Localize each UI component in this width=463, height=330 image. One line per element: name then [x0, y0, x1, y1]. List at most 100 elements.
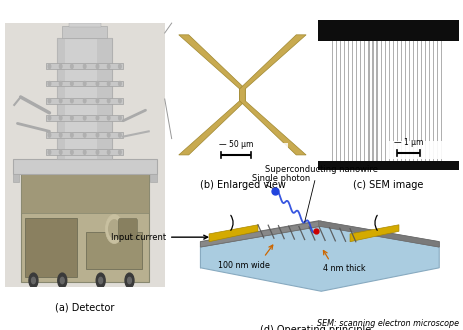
Circle shape	[107, 99, 110, 103]
Circle shape	[48, 64, 50, 69]
FancyBboxPatch shape	[317, 20, 458, 41]
FancyBboxPatch shape	[46, 63, 123, 69]
Circle shape	[96, 116, 99, 120]
Circle shape	[125, 273, 134, 288]
Polygon shape	[200, 221, 320, 247]
Circle shape	[96, 133, 99, 137]
FancyBboxPatch shape	[69, 23, 100, 27]
FancyBboxPatch shape	[360, 41, 361, 161]
Text: Single photon: Single photon	[252, 174, 310, 183]
Circle shape	[70, 99, 73, 103]
FancyBboxPatch shape	[5, 23, 164, 287]
Text: Superconducting nanowire: Superconducting nanowire	[264, 165, 377, 174]
FancyBboxPatch shape	[335, 41, 337, 161]
Circle shape	[59, 116, 62, 120]
Text: (d) Operating principle: (d) Operating principle	[259, 325, 370, 330]
FancyBboxPatch shape	[356, 41, 357, 161]
Circle shape	[96, 82, 99, 86]
Circle shape	[59, 150, 62, 154]
FancyBboxPatch shape	[347, 41, 349, 161]
Polygon shape	[209, 225, 257, 242]
Circle shape	[107, 150, 110, 154]
Circle shape	[107, 133, 110, 137]
FancyBboxPatch shape	[428, 41, 429, 161]
FancyBboxPatch shape	[440, 41, 441, 161]
FancyBboxPatch shape	[404, 41, 405, 161]
FancyBboxPatch shape	[388, 41, 389, 161]
Circle shape	[127, 277, 131, 284]
FancyBboxPatch shape	[57, 38, 112, 159]
Circle shape	[105, 214, 123, 244]
Polygon shape	[200, 226, 438, 291]
Circle shape	[108, 220, 119, 238]
Polygon shape	[200, 221, 438, 247]
Circle shape	[96, 273, 105, 288]
Circle shape	[83, 116, 86, 120]
Circle shape	[107, 82, 110, 86]
Text: (c) SEM image: (c) SEM image	[353, 181, 423, 190]
Circle shape	[59, 99, 62, 103]
Circle shape	[119, 150, 121, 154]
Circle shape	[119, 82, 121, 86]
Circle shape	[70, 133, 73, 137]
FancyBboxPatch shape	[400, 41, 401, 161]
Polygon shape	[178, 35, 245, 155]
Text: 100 nm wide: 100 nm wide	[217, 261, 269, 270]
Circle shape	[48, 150, 50, 154]
Circle shape	[59, 133, 62, 137]
Circle shape	[119, 133, 121, 137]
FancyBboxPatch shape	[351, 41, 353, 161]
Circle shape	[96, 64, 99, 69]
Polygon shape	[349, 225, 398, 242]
Circle shape	[99, 277, 102, 284]
FancyBboxPatch shape	[46, 132, 123, 138]
Text: (a) Detector: (a) Detector	[55, 303, 114, 313]
FancyBboxPatch shape	[372, 41, 373, 161]
FancyBboxPatch shape	[25, 218, 76, 277]
Text: — 50 μm: — 50 μm	[219, 140, 253, 149]
Circle shape	[60, 277, 64, 284]
FancyBboxPatch shape	[412, 41, 413, 161]
Circle shape	[70, 64, 73, 69]
Circle shape	[83, 82, 86, 86]
Circle shape	[59, 64, 62, 69]
Polygon shape	[239, 35, 306, 155]
Text: Input current: Input current	[111, 233, 166, 242]
Circle shape	[70, 150, 73, 154]
Circle shape	[31, 277, 35, 284]
FancyBboxPatch shape	[21, 171, 149, 213]
FancyBboxPatch shape	[62, 26, 107, 38]
Circle shape	[70, 116, 73, 120]
Circle shape	[119, 116, 121, 120]
Circle shape	[70, 82, 73, 86]
Circle shape	[96, 150, 99, 154]
FancyBboxPatch shape	[408, 41, 409, 161]
Polygon shape	[318, 221, 438, 247]
FancyBboxPatch shape	[57, 38, 65, 159]
Text: — 1 μm: — 1 μm	[393, 138, 422, 147]
FancyBboxPatch shape	[150, 174, 156, 182]
Circle shape	[83, 133, 86, 137]
FancyBboxPatch shape	[21, 171, 149, 282]
Text: SEM: scanning electron microscope: SEM: scanning electron microscope	[317, 319, 458, 328]
Circle shape	[119, 99, 121, 103]
FancyBboxPatch shape	[13, 174, 19, 182]
FancyBboxPatch shape	[375, 41, 377, 161]
Text: 4 nm thick: 4 nm thick	[322, 264, 365, 273]
FancyBboxPatch shape	[214, 143, 287, 164]
FancyBboxPatch shape	[436, 41, 438, 161]
FancyBboxPatch shape	[388, 142, 450, 159]
Circle shape	[96, 99, 99, 103]
FancyBboxPatch shape	[86, 232, 142, 269]
FancyBboxPatch shape	[392, 41, 393, 161]
Circle shape	[83, 64, 86, 69]
FancyBboxPatch shape	[363, 41, 365, 161]
Circle shape	[58, 273, 67, 288]
FancyBboxPatch shape	[339, 41, 340, 161]
FancyBboxPatch shape	[420, 41, 421, 161]
Circle shape	[83, 150, 86, 154]
Circle shape	[29, 273, 38, 288]
Text: (b) Enlarged view: (b) Enlarged view	[199, 181, 285, 190]
Circle shape	[107, 64, 110, 69]
FancyBboxPatch shape	[46, 98, 123, 104]
